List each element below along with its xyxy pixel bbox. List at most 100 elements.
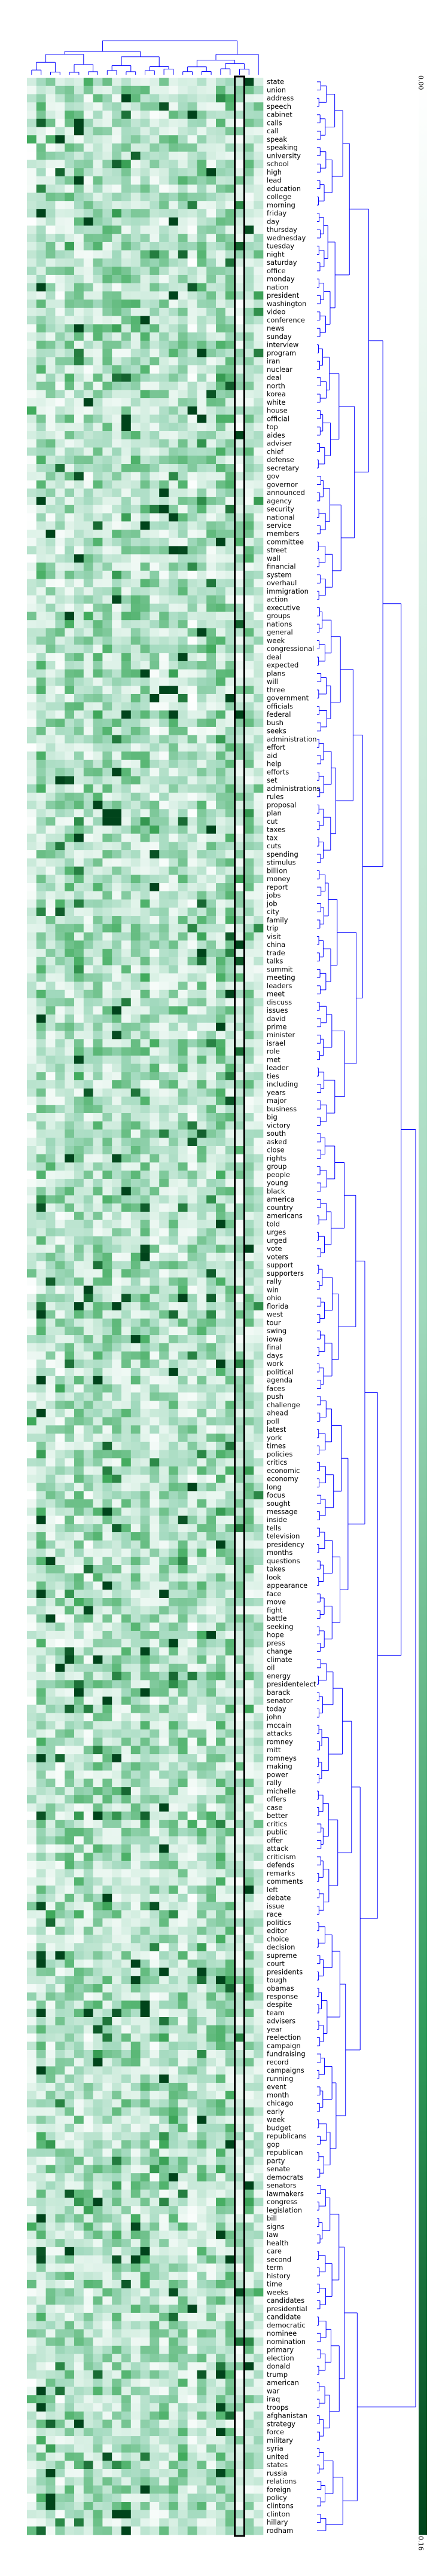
heatmap-cell — [197, 1138, 207, 1147]
heatmap-cell — [159, 595, 169, 604]
heatmap-cell — [74, 85, 84, 94]
heatmap-cell — [216, 85, 226, 94]
heatmap-cell — [225, 735, 235, 744]
heatmap-cell — [102, 644, 112, 653]
heatmap-cell — [206, 1557, 216, 1566]
heatmap-cell — [225, 800, 235, 809]
heatmap-cell — [216, 1154, 226, 1163]
heatmap-cell — [206, 274, 216, 283]
heatmap-cell — [244, 94, 254, 103]
heatmap-cell — [225, 1113, 235, 1122]
heatmap-cell — [225, 702, 235, 711]
heatmap-cell — [45, 1203, 56, 1212]
heatmap-cell — [187, 1294, 197, 1303]
heatmap-cell — [93, 669, 103, 678]
heatmap-cell — [216, 381, 226, 390]
heatmap-cell — [197, 842, 207, 851]
heatmap-cell — [254, 373, 264, 382]
heatmap-cell — [225, 759, 235, 768]
heatmap-cell — [225, 710, 235, 719]
heatmap-cell — [187, 1129, 197, 1138]
heatmap-cell — [187, 250, 197, 259]
heatmap-cell — [187, 833, 197, 842]
heatmap-cell — [27, 875, 37, 884]
heatmap-cell — [55, 982, 65, 991]
heatmap-cell — [150, 78, 160, 87]
heatmap-cell — [83, 1178, 93, 1187]
heatmap-cell — [244, 250, 254, 259]
heatmap-cell — [130, 381, 141, 390]
heatmap-cell — [130, 1524, 141, 1533]
heatmap-cell — [27, 743, 37, 752]
heatmap-cell — [216, 1606, 226, 1615]
heatmap-cell — [130, 1450, 141, 1459]
heatmap-cell — [178, 488, 188, 497]
heatmap-cell — [244, 1145, 254, 1155]
heatmap-cell — [225, 998, 235, 1007]
heatmap-cell — [216, 447, 226, 456]
heatmap-cell — [187, 899, 197, 908]
heatmap-cell — [27, 431, 37, 440]
heatmap-cell — [178, 1171, 188, 1179]
heatmap-cell — [187, 160, 197, 169]
heatmap-cell — [83, 957, 93, 965]
heatmap-cell — [27, 390, 37, 399]
heatmap-cell — [178, 1178, 188, 1187]
heatmap-cell — [83, 628, 93, 637]
heatmap-cell — [150, 1540, 160, 1549]
heatmap-cell — [140, 78, 150, 87]
heatmap-cell — [254, 332, 264, 341]
heatmap-cell — [150, 949, 160, 958]
heatmap-cell — [150, 1138, 160, 1147]
heatmap-cell — [55, 1039, 65, 1048]
heatmap-cell — [45, 373, 56, 382]
heatmap-cell — [169, 743, 179, 752]
heatmap-cell — [45, 1318, 56, 1327]
heatmap-cell — [197, 1507, 207, 1516]
heatmap-cell — [74, 1597, 84, 1607]
heatmap-cell — [244, 1688, 254, 1697]
heatmap-cell — [234, 1047, 245, 1056]
heatmap-cell — [130, 1441, 141, 1450]
heatmap-cell — [121, 1055, 132, 1064]
heatmap-cell — [93, 1072, 103, 1081]
heatmap-cell — [74, 940, 84, 949]
heatmap-cell — [187, 168, 197, 177]
heatmap-cell — [187, 1663, 197, 1672]
heatmap-cell — [130, 587, 141, 596]
heatmap-cell — [121, 1096, 132, 1105]
heatmap-cell — [83, 1376, 93, 1385]
heatmap-cell — [187, 1335, 197, 1344]
heatmap-cell — [244, 1630, 254, 1640]
heatmap-cell — [74, 521, 84, 530]
heatmap-cell — [74, 530, 84, 539]
heatmap-cell — [206, 1121, 216, 1130]
heatmap-cell — [187, 1220, 197, 1229]
heatmap-cell — [244, 513, 254, 522]
heatmap-cell — [216, 1006, 226, 1015]
heatmap-cell — [36, 365, 46, 374]
heatmap-cell — [36, 250, 46, 259]
heatmap-cell — [83, 381, 93, 390]
heatmap-cell — [234, 883, 245, 892]
heatmap-cell — [74, 423, 84, 432]
heatmap-cell — [169, 1047, 179, 1056]
heatmap-cell — [206, 267, 216, 276]
heatmap-cell — [130, 1688, 141, 1697]
heatmap-cell — [121, 324, 132, 333]
heatmap-cell — [225, 209, 235, 218]
heatmap-cell — [55, 693, 65, 702]
heatmap-cell — [112, 1376, 122, 1385]
heatmap-cell — [187, 949, 197, 958]
heatmap-cell — [206, 1622, 216, 1631]
heatmap-cell — [225, 1532, 235, 1541]
heatmap-cell — [112, 439, 122, 448]
heatmap-cell — [225, 693, 235, 702]
heatmap-cell — [45, 357, 56, 366]
heatmap-cell — [130, 1351, 141, 1360]
heatmap-cell — [234, 1647, 245, 1656]
heatmap-cell — [254, 776, 264, 785]
heatmap-cell — [178, 710, 188, 719]
heatmap-cell — [178, 1105, 188, 1114]
heatmap-cell — [178, 349, 188, 357]
